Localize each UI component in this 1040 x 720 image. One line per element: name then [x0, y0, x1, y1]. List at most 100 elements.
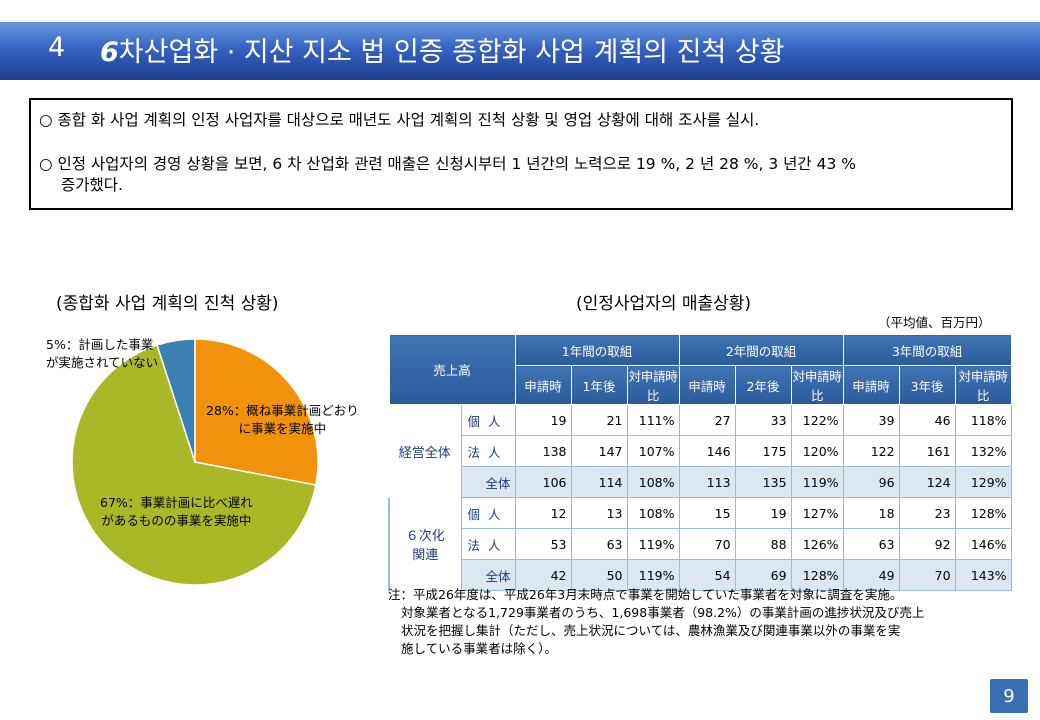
pie-label-67pct-line1: 67%：事業計画に比べ遅れ	[100, 495, 253, 510]
cell: 69	[734, 559, 792, 591]
cell: 108%	[626, 497, 680, 529]
pie-slice-1	[194, 338, 319, 486]
summary-point-2: ○ 인정 사업자의 경영 상황을 보면, 6 차 산업화 관련 매출은 신청시부…	[39, 154, 999, 196]
cell: 120%	[790, 435, 844, 467]
summary-box: ○ 종합 화 사업 계획의 인정 사업자를 대상으로 매년도 사업 계획의 진척…	[29, 98, 1013, 210]
cell: 132%	[954, 435, 1012, 467]
sub-header: 1年後	[570, 365, 628, 405]
cell: 49	[842, 559, 900, 591]
period-header-2: 2年間の取組	[678, 334, 844, 366]
cell: 122	[842, 435, 900, 467]
footnote: 注：平成26年度は、平成26年3月末時点で事業を開始していた事業者を対象に調査を…	[388, 586, 1013, 658]
table-row: 法人 53 63 119% 70 88 126% 63 92 146%	[389, 528, 1012, 560]
sub-header: 対申請時比	[954, 365, 1012, 405]
period-header-1: 1年間の取組	[514, 334, 680, 366]
sub-header: 対申請時比	[790, 365, 844, 405]
page-number: 9	[990, 679, 1028, 713]
cell: 161	[898, 435, 956, 467]
table-body: 経営全体 個人 19 21 111% 27 33 122% 39 46 118%…	[388, 404, 1012, 591]
table-row: ６次化 関連 個人 12 13 108% 15 19 127% 18 23 12…	[388, 497, 1012, 591]
bullet-icon: ○	[39, 111, 53, 129]
footnote-line-4: 施している事業者は除く）。	[401, 641, 557, 656]
cell: 146	[678, 435, 736, 467]
bullet-icon: ○	[39, 155, 53, 173]
cell: 53	[514, 528, 572, 560]
table-header-row-1: 売上高 1年間の取組 2年間の取組 3年間の取組	[388, 334, 1012, 405]
cell: 122%	[790, 404, 844, 436]
cell: 42	[514, 559, 572, 591]
pie-section-title: (종합화 사업 계획의 진척 상황)	[56, 294, 279, 314]
table-corner: 売上高	[388, 334, 516, 405]
summary-point-1-text: 종합 화 사업 계획의 인정 사업자를 대상으로 매년도 사업 계획의 진척 상…	[57, 111, 760, 129]
table-row: 経営全体 個人 19 21 111% 27 33 122% 39 46 118%	[389, 404, 1012, 498]
cell: 70	[898, 559, 956, 591]
pie-label-5pct-line1: 5%：計画した事業	[46, 337, 154, 352]
cell: 147	[570, 435, 628, 467]
cell: 129%	[954, 466, 1012, 498]
section-number: 4	[48, 32, 66, 63]
cell: 96	[842, 466, 900, 498]
table-header-row-2: 申請時 1年後 対申請時比 申請時 2年後 対申請時比 申請時 3年後 対申請時…	[389, 365, 1012, 405]
cell: 111%	[626, 404, 680, 436]
pie-label-5pct-line2: が実施されていない	[46, 355, 159, 370]
cell: 107%	[626, 435, 680, 467]
cell: 119%	[626, 528, 680, 560]
cell: 39	[842, 404, 900, 436]
cell: 46	[898, 404, 956, 436]
title-bar: 4 6차산업화 · 지산 지소 법 인증 종합화 사업 계획의 진척 상황	[0, 22, 1040, 80]
unit-note: （平均値、百万円）	[878, 315, 991, 330]
cell: 13	[570, 497, 628, 529]
footnote-line-3: 状況を把握し集計（ただし、売上状況については、農林漁業及び関連事業以外の事業を実	[401, 623, 901, 638]
cell: 88	[734, 528, 792, 560]
row-label: 全体	[460, 559, 516, 591]
cell: 143%	[954, 559, 1012, 591]
period-header-3: 3年間の取組	[842, 334, 1012, 366]
pie-label-67pct-line2: があるものの事業を実施中	[101, 513, 252, 528]
cell: 23	[898, 497, 956, 529]
sub-header: 申請時	[678, 365, 736, 405]
cell: 118%	[954, 404, 1012, 436]
cell: 106	[514, 466, 572, 498]
cell: 18	[842, 497, 900, 529]
table-row-total: 全体 42 50 119% 54 69 128% 49 70 143%	[389, 559, 1012, 591]
cell: 108%	[626, 466, 680, 498]
pie-label-5pct: 5%：計画した事業 が実施されていない	[46, 336, 158, 372]
cell: 113	[678, 466, 736, 498]
cell: 92	[898, 528, 956, 560]
row-label: 法人	[460, 528, 516, 560]
pie-slice-2	[71, 344, 317, 586]
cell: 15	[678, 497, 736, 529]
sub-header: 2年後	[734, 365, 792, 405]
cell: 54	[678, 559, 736, 591]
row-label: 個人	[460, 404, 516, 436]
sub-header: 対申請時比	[626, 365, 680, 405]
page-title-text: 차산업화 · 지산 지소 법 인증 종합화 사업 계획의 진척 상황	[118, 37, 785, 68]
summary-point-1: ○ 종합 화 사업 계획의 인정 사업자를 대상으로 매년도 사업 계획의 진척…	[39, 110, 999, 131]
summary-point-2-continued: 증가했다.	[61, 176, 123, 194]
row-label: 全体	[460, 466, 516, 498]
cell: 12	[514, 497, 572, 529]
sales-table: 売上高 1年間の取組 2年間の取組 3年間の取組 申請時 1年後 対申請時比 申…	[388, 334, 1012, 591]
cell: 175	[734, 435, 792, 467]
sub-header: 申請時	[514, 365, 572, 405]
footnote-line-1: 注：平成26年度は、平成26年3月末時点で事業を開始していた事業者を対象に調査を…	[388, 587, 903, 602]
footnote-line-2: 対象業者となる1,729事業者のうち、1,698事業者（98.2%）の事業計画の…	[401, 605, 925, 620]
cell: 138	[514, 435, 572, 467]
page-title: 6차산업화 · 지산 지소 법 인증 종합화 사업 계획의 진척 상황	[100, 30, 785, 69]
cell: 119%	[626, 559, 680, 591]
cell: 128%	[790, 559, 844, 591]
cell: 127%	[790, 497, 844, 529]
cell: 63	[842, 528, 900, 560]
pie-label-28pct-line1: 28%：概ね事業計画どおり	[206, 403, 359, 418]
group-label-line2: 関連	[412, 548, 439, 563]
cell: 146%	[954, 528, 1012, 560]
row-label: 法人	[460, 435, 516, 467]
cell: 135	[734, 466, 792, 498]
pie-slices	[71, 338, 319, 586]
sub-header: 3年後	[898, 365, 956, 405]
sub-header: 申請時	[842, 365, 900, 405]
cell: 70	[678, 528, 736, 560]
row-label: 個人	[460, 497, 516, 529]
cell: 19	[734, 497, 792, 529]
